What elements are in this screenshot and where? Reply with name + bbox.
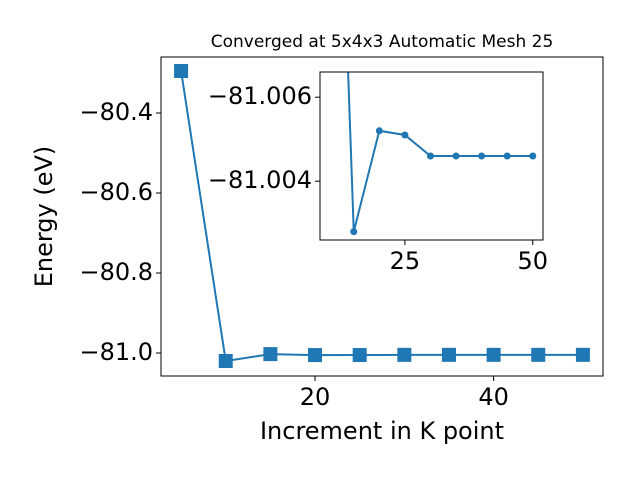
marker: [575, 347, 590, 362]
y-tick-label: −80.6: [79, 178, 153, 206]
x-axis-label: Increment in K point: [260, 417, 504, 445]
marker: [531, 347, 546, 362]
axes-frame: [160, 56, 604, 377]
y-tick-label: −81.004: [208, 166, 312, 194]
marker: [174, 64, 189, 78]
marker: [218, 354, 233, 368]
y-tick-label: −80.4: [79, 98, 153, 126]
marker: [350, 228, 358, 236]
marker: [426, 152, 434, 160]
x-tick-label: 25: [390, 247, 421, 275]
marker: [441, 347, 456, 362]
x-tick-label: 40: [478, 383, 509, 411]
marker: [308, 348, 323, 363]
y-tick-label: −81.006: [208, 82, 312, 110]
series-line: [180, 70, 583, 363]
y-axis-label: Energy (eV): [30, 146, 58, 288]
y-tick-label: −81.0: [79, 338, 153, 366]
plot-area: [174, 64, 590, 368]
marker: [529, 152, 537, 160]
marker: [263, 347, 278, 362]
marker: [401, 131, 409, 139]
marker: [397, 347, 412, 362]
marker: [375, 127, 383, 135]
marker: [352, 348, 367, 363]
y-tick-label: −80.8: [79, 258, 153, 286]
marker: [478, 152, 486, 160]
chart-title: Converged at 5x4x3 Automatic Mesh 25: [211, 32, 554, 52]
marker: [486, 347, 501, 362]
x-tick-label: 20: [300, 383, 331, 411]
axes-frame: [319, 71, 544, 241]
x-tick-label: 50: [517, 247, 548, 275]
marker: [452, 152, 460, 160]
plot-area: [347, 72, 537, 236]
marker: [503, 152, 511, 160]
